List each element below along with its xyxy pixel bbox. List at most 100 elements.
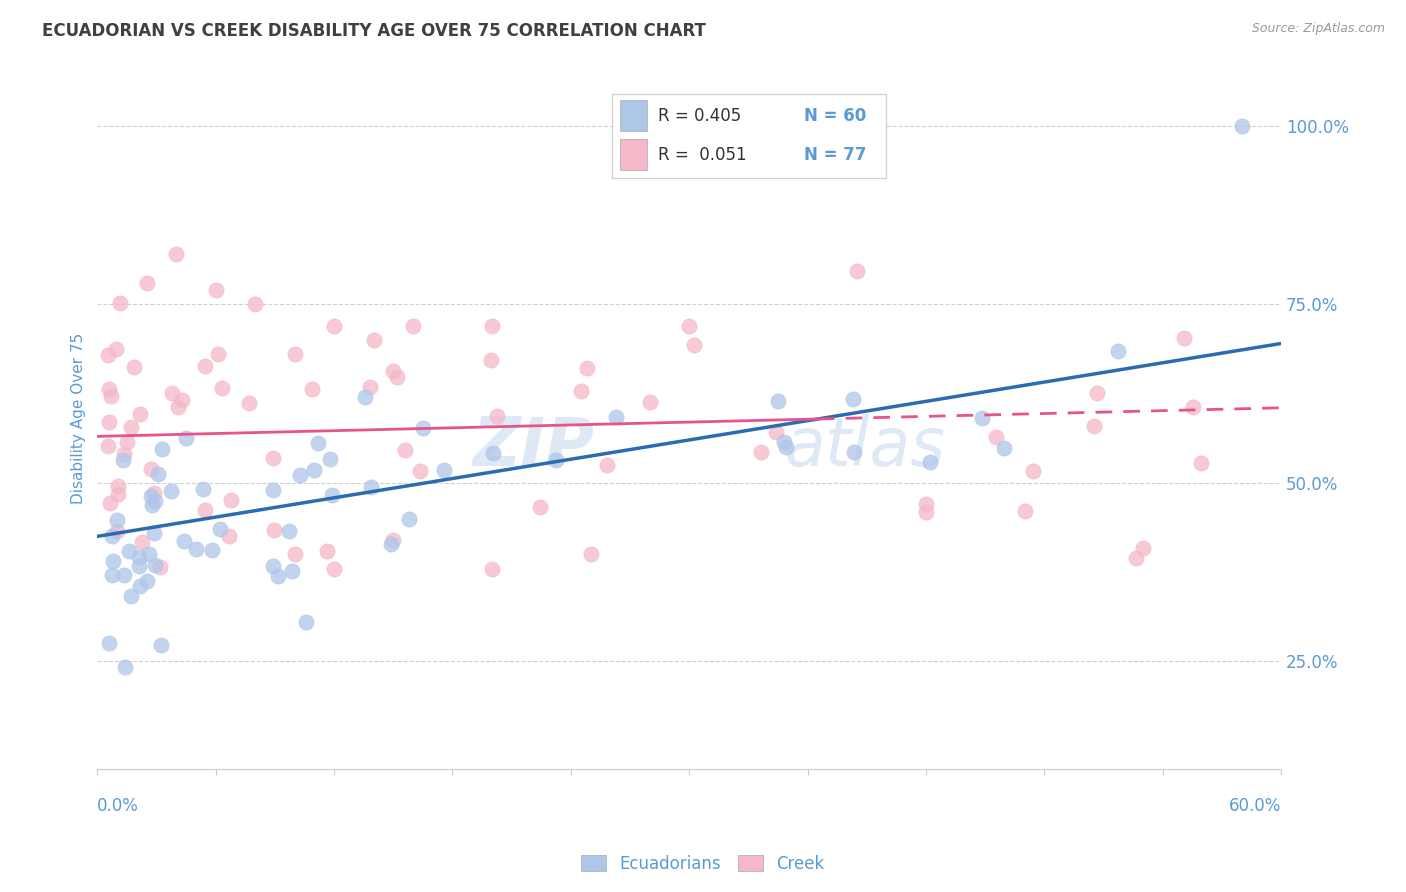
Point [768,394,790,409]
Point [143,558,166,573]
Point [1085,385,1108,400]
Point [112,447,135,461]
Point [143,486,166,500]
Point [97,382,120,396]
Point [101,554,124,568]
Point [479,352,502,367]
Point [918,454,941,468]
Text: ECUADORIAN VS CREEK DISABILITY AGE OVER 75 CORRELATION CHART: ECUADORIAN VS CREEK DISABILITY AGE OVER … [42,22,706,40]
Point [294,615,316,629]
Point [315,544,337,558]
Point [914,505,936,519]
Point [915,497,938,511]
Point [1132,541,1154,555]
Point [984,430,1007,444]
Point [262,483,284,497]
Point [142,526,165,541]
Point [402,318,425,333]
Point [262,558,284,573]
Point [141,498,163,512]
Point [208,522,231,536]
Point [128,550,150,565]
Point [139,489,162,503]
Point [481,318,503,333]
Point [682,337,704,351]
Point [409,464,432,478]
Point [605,409,627,424]
Point [107,487,129,501]
Point [201,542,224,557]
Point [160,386,183,401]
Point [638,394,661,409]
Point [749,445,772,459]
Point [482,446,505,460]
Point [772,435,794,450]
Point [112,453,135,467]
Point [387,370,409,384]
Point [148,467,170,482]
Point [194,503,217,517]
Point [281,564,304,578]
Point [128,559,150,574]
Point [150,442,173,457]
Point [105,513,128,527]
Point [579,547,602,561]
Point [149,560,172,574]
Point [97,636,120,650]
Point [412,420,434,434]
Point [323,318,346,333]
Point [846,263,869,277]
Point [678,318,700,333]
Point [993,441,1015,455]
Point [136,574,159,589]
Point [107,478,129,492]
Point [544,453,567,467]
Point [194,359,217,373]
Point [263,523,285,537]
Point [97,438,120,452]
Point [381,364,404,378]
Point [104,342,127,356]
Point [131,535,153,549]
Point [97,348,120,362]
Point [207,347,229,361]
Point [112,568,135,582]
Point [262,450,284,465]
Point [98,415,121,429]
Point [1230,119,1253,133]
Point [243,297,266,311]
Point [359,380,381,394]
Point [101,567,124,582]
Point [159,483,181,498]
Point [842,392,865,407]
Point [970,411,993,425]
FancyBboxPatch shape [620,139,647,169]
Text: atlas: atlas [783,414,945,480]
Point [218,529,240,543]
Text: N = 77: N = 77 [804,145,866,163]
Point [1022,465,1045,479]
Point [191,482,214,496]
Point [595,458,617,472]
Point [1173,331,1195,345]
Point [363,333,385,347]
Point [433,463,456,477]
Point [219,492,242,507]
Point [1125,550,1147,565]
Text: R =  0.051: R = 0.051 [658,145,747,163]
Point [354,390,377,404]
Point [485,409,508,424]
Point [135,276,157,290]
Point [775,441,797,455]
Point [323,561,346,575]
Legend: Ecuadorians, Creek: Ecuadorians, Creek [575,848,831,880]
Point [105,524,128,538]
Point [138,547,160,561]
Point [110,296,132,310]
Point [301,382,323,396]
Point [319,451,342,466]
Point [149,638,172,652]
Point [569,384,592,398]
Point [129,579,152,593]
Point [238,396,260,410]
